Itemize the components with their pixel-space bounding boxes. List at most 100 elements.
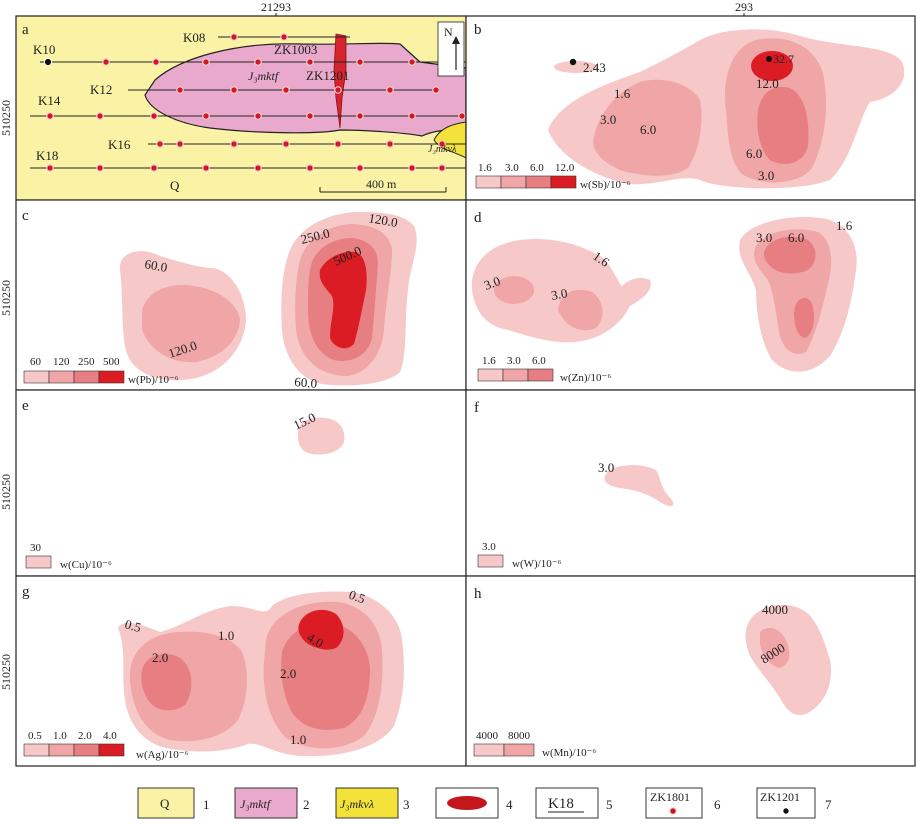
sample-point-icon (306, 112, 314, 120)
orebody (333, 33, 347, 129)
ag-contour-4 (298, 609, 344, 650)
zn-contour-3b (558, 289, 603, 331)
line-k14: K14 (38, 93, 61, 108)
ag-legend-swatch (23, 743, 50, 757)
legend-number: 6 (714, 797, 721, 812)
pb-legend-swatch (48, 370, 75, 384)
ag-legend-val: 0.5 (28, 730, 42, 742)
pb-contour-500 (319, 251, 367, 349)
sb-legend-val: 3.0 (505, 162, 519, 174)
ag-label: 0.5 (123, 616, 143, 635)
sb-legend-swatch (525, 175, 552, 189)
pb-legend-swatch (23, 370, 50, 384)
sb-small-anomaly (554, 61, 598, 73)
sb-label: 12.0 (756, 76, 779, 91)
zn-legend-swatch (477, 368, 504, 382)
pb-legend-val: 500 (103, 356, 120, 368)
drillhole-zk1003: ZK1003 (274, 42, 317, 57)
sb-contour-12 (751, 51, 793, 81)
pb-label: 60.0 (143, 256, 168, 275)
cu-contour-15 (297, 417, 345, 455)
ag-contour-2a (141, 654, 192, 711)
sample-point-icon (306, 164, 314, 172)
pb-legend-val: 120 (53, 356, 70, 368)
panel-d-letter: d (474, 210, 482, 226)
sb-label: 6.0 (746, 146, 762, 161)
sample-point-icon (202, 58, 210, 66)
sample-point-icon (96, 164, 104, 172)
panel-b-letter: b (474, 22, 482, 38)
sample-point-icon (458, 112, 466, 120)
legend-box-mkvl (335, 787, 399, 819)
legend-number: 1 (203, 797, 210, 812)
sample-point-icon (202, 112, 210, 120)
line-k18: K18 (36, 148, 58, 163)
legend-symbol: ZK1201 (760, 790, 800, 804)
w-label: 3.0 (598, 460, 614, 475)
legend-box-line (535, 787, 599, 819)
panel-h: h 4000 8000 4000 8000 w(Mn)/10⁻⁶ (465, 575, 916, 767)
sb-contour-3a (593, 79, 702, 176)
cu-legend-swatch (25, 555, 52, 569)
zn-legend-swatch (502, 368, 529, 382)
ag-legend-swatch (98, 743, 125, 757)
sample-point-icon (408, 112, 416, 120)
pb-contour-120a (142, 285, 240, 363)
drillhole-icon (782, 807, 790, 815)
mn-legend-val: 4000 (476, 730, 499, 742)
side-coord-3: 510250 (0, 474, 13, 510)
mn-legend-element: w(Mn)/10⁻⁶ (542, 747, 596, 759)
unit-label-mkvl: J₃mkνλ (428, 144, 457, 155)
sample-point-icon (230, 86, 238, 94)
sample-point-icon (152, 58, 160, 66)
legend-box-q (137, 787, 195, 819)
mn-contour-8000 (760, 627, 790, 668)
sample-point-icon (569, 58, 577, 66)
legend-number: 3 (403, 797, 410, 812)
sample-point-icon (176, 140, 184, 148)
ag-legend-val: 2.0 (78, 730, 92, 742)
sample-point-icon (254, 164, 262, 172)
sample-point-icon (254, 112, 262, 120)
zn-label: 3.0 (550, 285, 569, 303)
sample-point-icon (438, 164, 446, 172)
w-legend-val: 3.0 (482, 541, 496, 553)
panel-d: d 1.6 3.0 3.0 3.0 6.0 1.6 1.6 3.0 6.0 w(… (465, 199, 916, 391)
pb-legend-element: w(Pb)/10⁻⁶ (128, 374, 179, 386)
ag-legend-val: 4.0 (103, 730, 117, 742)
panel-a: a K08 K10 K12 K14 K16 K18 ZK1003 ZK1201 … (15, 15, 467, 201)
sample-point-icon (280, 33, 288, 41)
panel-f-letter: f (474, 400, 479, 416)
zn-legend-val: 3.0 (507, 355, 521, 367)
top-coord-right: 293 (735, 0, 753, 14)
sample-point-icon (386, 140, 394, 148)
legend-number: 4 (506, 797, 513, 812)
sample-point-icon (202, 164, 210, 172)
sample-point-icon (766, 56, 772, 62)
legend-symbol: K18 (548, 796, 574, 812)
sample-point-icon (282, 140, 290, 148)
sample-point-icon (46, 164, 54, 172)
sb-legend-element: w(Sb)/10⁻⁶ (580, 179, 631, 191)
sample-points (46, 33, 466, 172)
sample-point-icon (408, 58, 416, 66)
panel-c-letter: c (22, 208, 29, 224)
ag-contour-2b (281, 623, 370, 730)
side-coord-2: 510250 (0, 280, 13, 316)
sample-point-icon (254, 58, 262, 66)
panel-e: e 15.0 30 w(Cu)/10⁻⁶ (15, 389, 467, 577)
pb-label: 60.0 (294, 374, 318, 391)
w-legend-element: w(W)/10⁻⁶ (512, 558, 562, 570)
cu-legend-val: 30 (30, 542, 42, 554)
sb-label: 3.0 (600, 112, 616, 127)
ag-label: 1.0 (218, 628, 234, 643)
sample-point-icon (156, 140, 164, 148)
ag-label: 2.0 (280, 666, 296, 681)
sb-legend-val: 1.6 (478, 162, 492, 174)
sample-point-icon (282, 86, 290, 94)
zn-contour-6 (763, 236, 816, 274)
drillhole-marker (43, 57, 53, 67)
panel-a-letter: a (22, 22, 29, 38)
top-coord-left: 21293 (261, 0, 291, 14)
